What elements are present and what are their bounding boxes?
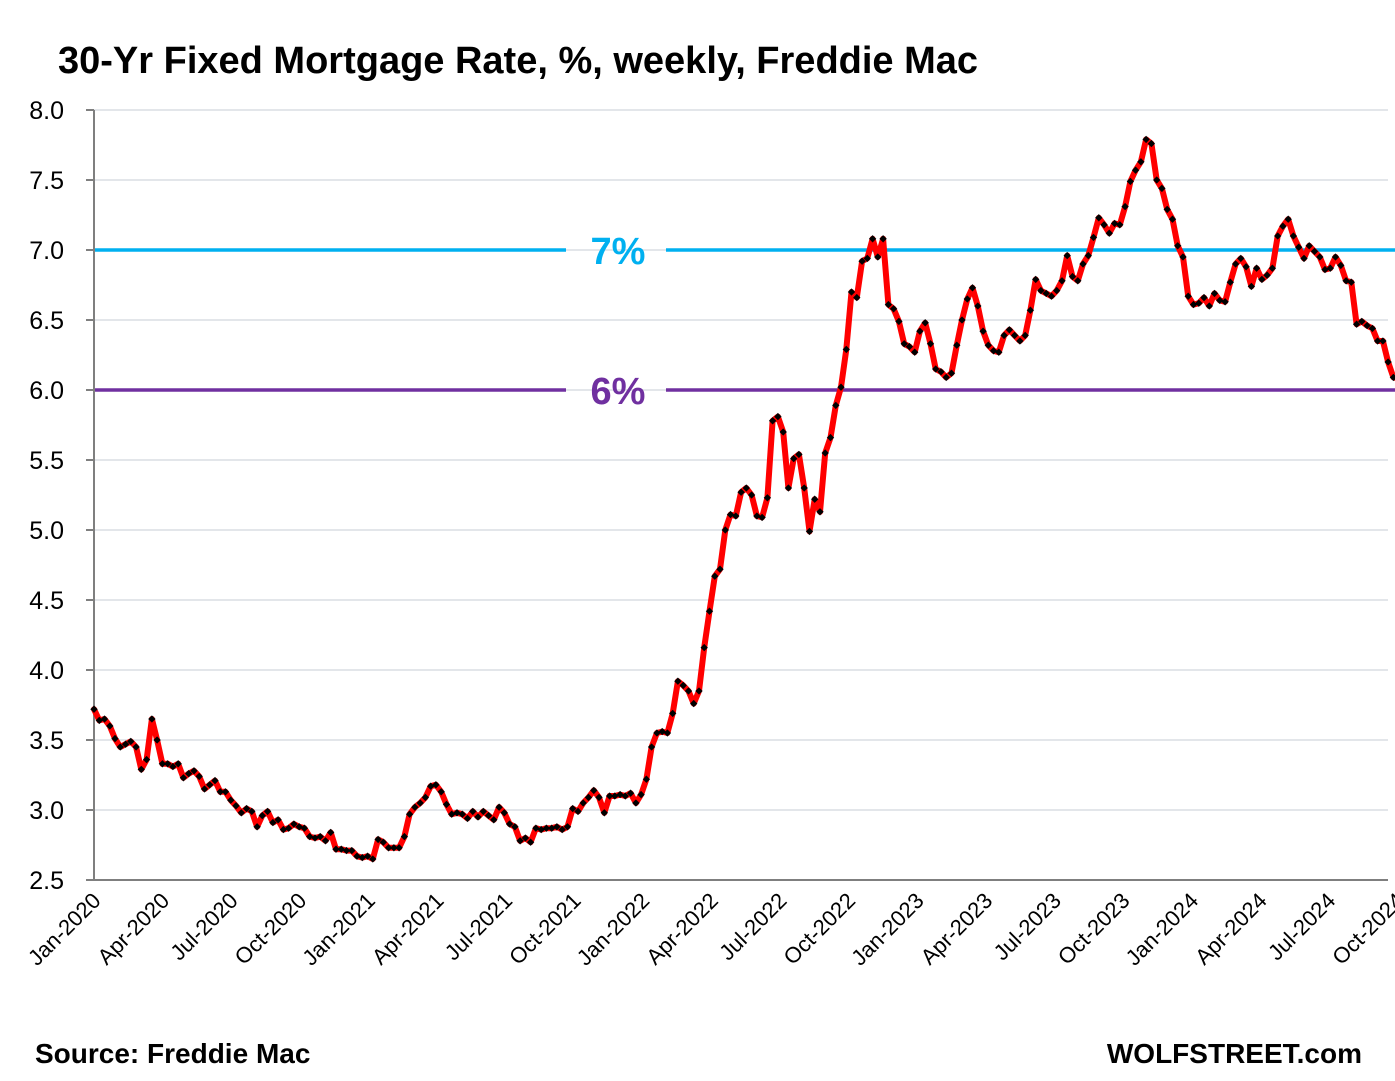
gridlines [94,109,1388,811]
x-tick-label: Jan-2020 [23,888,106,971]
axes [86,109,1388,881]
y-tick-label: 3.5 [29,727,64,755]
reference-label: 7% [591,231,646,273]
x-tick-label: Oct-2021 [504,888,586,970]
x-tick-label: Apr-2024 [1190,888,1272,970]
x-tick-label: Oct-2020 [230,888,312,970]
y-tick-label: 5.5 [29,447,64,475]
y-tick-label: 4.0 [29,657,64,685]
y-tick-label: 7.0 [29,237,64,265]
x-tick-label: Jan-2022 [572,888,655,971]
data-series [90,135,1395,863]
y-axis-ticks: 8.0 7.5 7.0 6.5 6.0 5.5 5.0 4.5 4.0 3.5 3.0 2.5 [29,97,64,895]
y-tick-label: 8.0 [29,97,64,125]
x-tick-label: Apr-2020 [92,888,174,970]
x-tick-label: Oct-2023 [1053,888,1135,970]
y-tick-label: 7.5 [29,167,64,195]
x-tick-label: Apr-2023 [916,888,998,970]
chart-title: 30-Yr Fixed Mortgage Rate, %, weekly, Fr… [58,40,978,82]
x-tick-label: Oct-2024 [1327,888,1395,970]
x-tick-label: Oct-2022 [778,888,860,970]
x-tick-label: Jan-2021 [297,888,380,971]
y-tick-label: 3.0 [29,797,64,825]
y-tick-label: 6.0 [29,377,64,405]
x-tick-label: Apr-2022 [641,888,723,970]
reference-label: 6% [591,371,646,413]
y-tick-label: 4.5 [29,587,64,615]
y-tick-label: 5.0 [29,517,64,545]
x-tick-label: Jan-2023 [846,888,929,971]
x-tick-label: Jan-2024 [1121,888,1204,971]
x-axis-ticks: Jan-2020Apr-2020Jul-2020Oct-2020Jan-2021… [23,888,1395,971]
watermark: WOLFSTREET.com [1107,1038,1362,1069]
x-tick-label: Apr-2021 [367,888,449,970]
y-tick-label: 2.5 [29,867,64,895]
y-tick-label: 6.5 [29,307,64,335]
reference-labels: 7% 6% [591,231,646,413]
source-note: Source: Freddie Mac [35,1038,310,1069]
series-line [91,136,1395,862]
